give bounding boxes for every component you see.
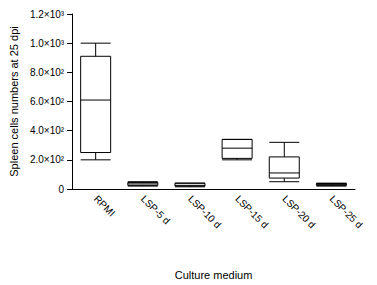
svg-text:LSP-25 d: LSP-25 d: [328, 193, 365, 230]
svg-text:6.0×10²: 6.0×10²: [30, 96, 65, 107]
svg-text:RPMI: RPMI: [92, 193, 117, 218]
svg-text:1.0×10³: 1.0×10³: [30, 38, 65, 49]
svg-text:LSP-15 d: LSP-15 d: [233, 193, 270, 230]
svg-text:0: 0: [59, 184, 65, 195]
svg-text:4.0×10²: 4.0×10²: [30, 125, 65, 136]
svg-text:1.2×10³: 1.2×10³: [30, 9, 65, 20]
svg-text:Culture medium: Culture medium: [175, 269, 253, 281]
svg-text:8.0×10²: 8.0×10²: [30, 67, 65, 78]
svg-text:LSP-5 d: LSP-5 d: [139, 193, 172, 226]
svg-text:2.0×10²: 2.0×10²: [30, 154, 65, 165]
svg-text:Spleen cells numbers at 25 dpi: Spleen cells numbers at 25 dpi: [8, 26, 20, 176]
svg-text:LSP-10 d: LSP-10 d: [186, 193, 223, 230]
svg-text:LSP-20 d: LSP-20 d: [280, 193, 317, 230]
